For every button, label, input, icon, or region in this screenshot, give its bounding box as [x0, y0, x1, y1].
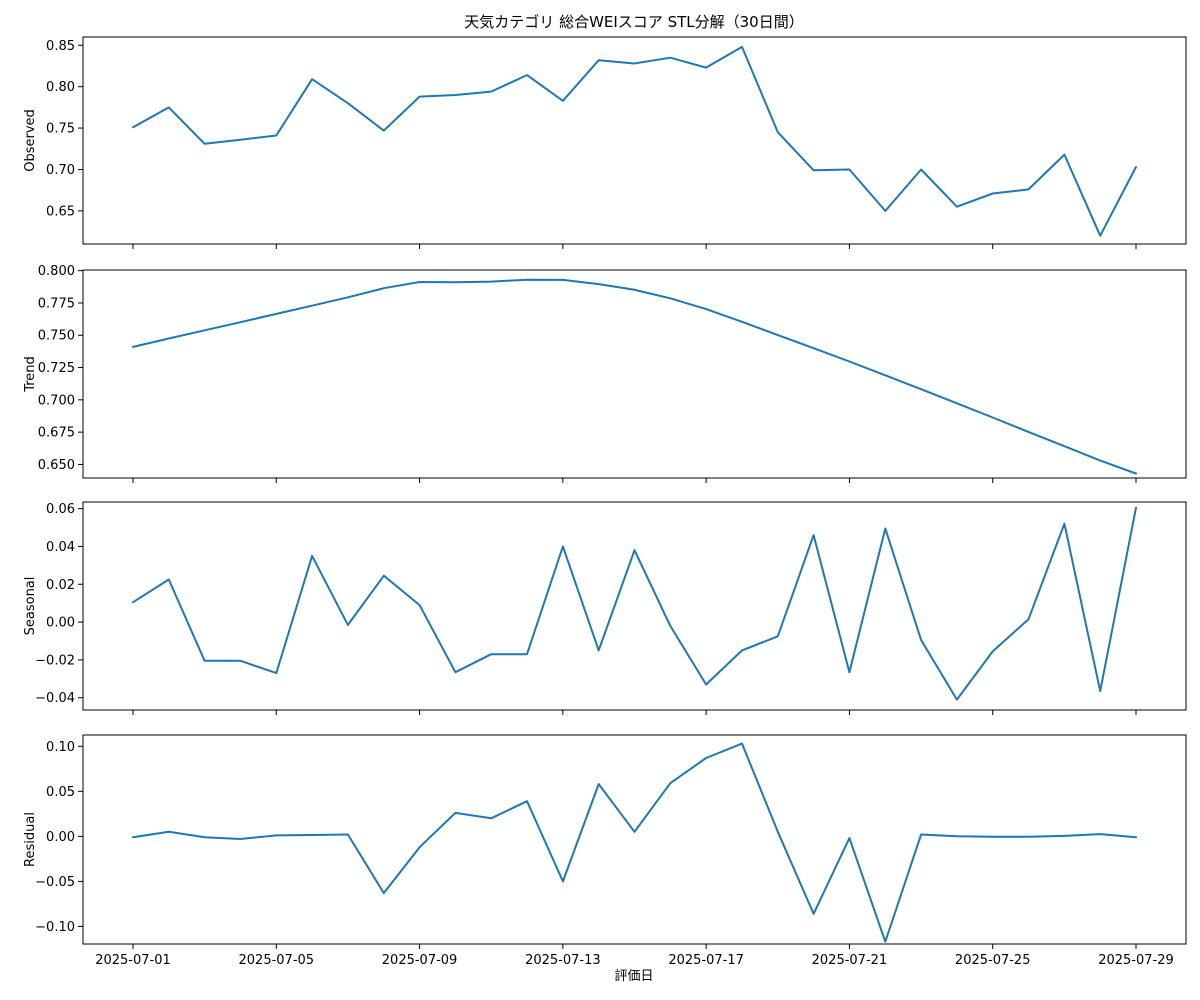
series-line-trend	[132, 278, 1137, 475]
x-tick-label: 2025-07-13	[525, 953, 601, 968]
y-tick-label: 0.775	[38, 296, 75, 311]
panel-residual: −0.10 −0.05 0.00 0.05 0.10 2025-07-01 2025-07-…	[23, 734, 1187, 968]
y-tick-label: −0.02	[35, 653, 75, 668]
series-line-seasonal	[132, 506, 1137, 701]
x-tick-label: 2025-07-17	[668, 953, 744, 968]
y-tick-label: 0.65	[46, 204, 75, 219]
y-tick-label: 0.80	[46, 80, 75, 95]
panel-frame	[82, 501, 1187, 711]
y-axis-label: Trend	[23, 356, 38, 393]
chart-title: 天気カテゴリ 総合WEIスコア STL分解（30日間）	[464, 13, 803, 31]
panel-frame	[82, 36, 1187, 245]
panel-seasonal: −0.04 −0.02 0.00 0.02 0.04 0.06 Seasonal	[23, 501, 1187, 715]
panel-frame	[82, 734, 1187, 945]
y-axis-label: Seasonal	[23, 577, 38, 636]
y-tick-label: 0.00	[46, 830, 75, 845]
x-tick-label: 2025-07-25	[955, 953, 1031, 968]
y-tick-label: 0.70	[46, 163, 75, 178]
y-tick-label: 0.650	[38, 458, 75, 473]
panel-observed: 0.65 0.70 0.75 0.80 0.85 Observed	[23, 36, 1187, 249]
series-line-residual	[132, 742, 1137, 943]
x-tick-label: 2025-07-29	[1098, 953, 1174, 968]
y-tick-label: 0.05	[46, 785, 75, 800]
y-tick-label: 0.04	[46, 540, 75, 555]
panel-trend: 0.650 0.675 0.700 0.725 0.750 0.775 0.800 Trend	[23, 264, 1187, 483]
series-line-observed	[132, 45, 1137, 237]
x-tick-label: 2025-07-21	[812, 953, 888, 968]
y-tick-label: −0.05	[35, 875, 75, 890]
y-tick-label: 0.00	[46, 616, 75, 631]
x-tick-label: 2025-07-05	[239, 953, 315, 968]
y-tick-label: −0.04	[35, 691, 75, 706]
y-tick-label: 0.75	[46, 122, 75, 137]
y-tick-label: 0.725	[38, 361, 75, 376]
y-axis-label: Observed	[23, 109, 38, 172]
y-tick-label: 0.06	[46, 502, 75, 517]
y-tick-label: 0.750	[38, 329, 75, 344]
y-tick-label: 0.85	[46, 39, 75, 54]
y-tick-label: 0.02	[46, 578, 75, 593]
y-tick-label: 0.800	[38, 264, 75, 279]
y-tick-label: 0.700	[38, 393, 75, 408]
y-tick-label: 0.675	[38, 426, 75, 441]
x-tick-label: 2025-07-01	[95, 953, 171, 968]
x-tick-label: 2025-07-09	[382, 953, 458, 968]
y-tick-label: −0.10	[35, 920, 75, 935]
y-axis-label: Residual	[23, 812, 38, 867]
y-tick-label: 0.10	[46, 740, 75, 755]
x-axis-label: 評価日	[614, 969, 653, 984]
panel-frame	[82, 269, 1187, 479]
